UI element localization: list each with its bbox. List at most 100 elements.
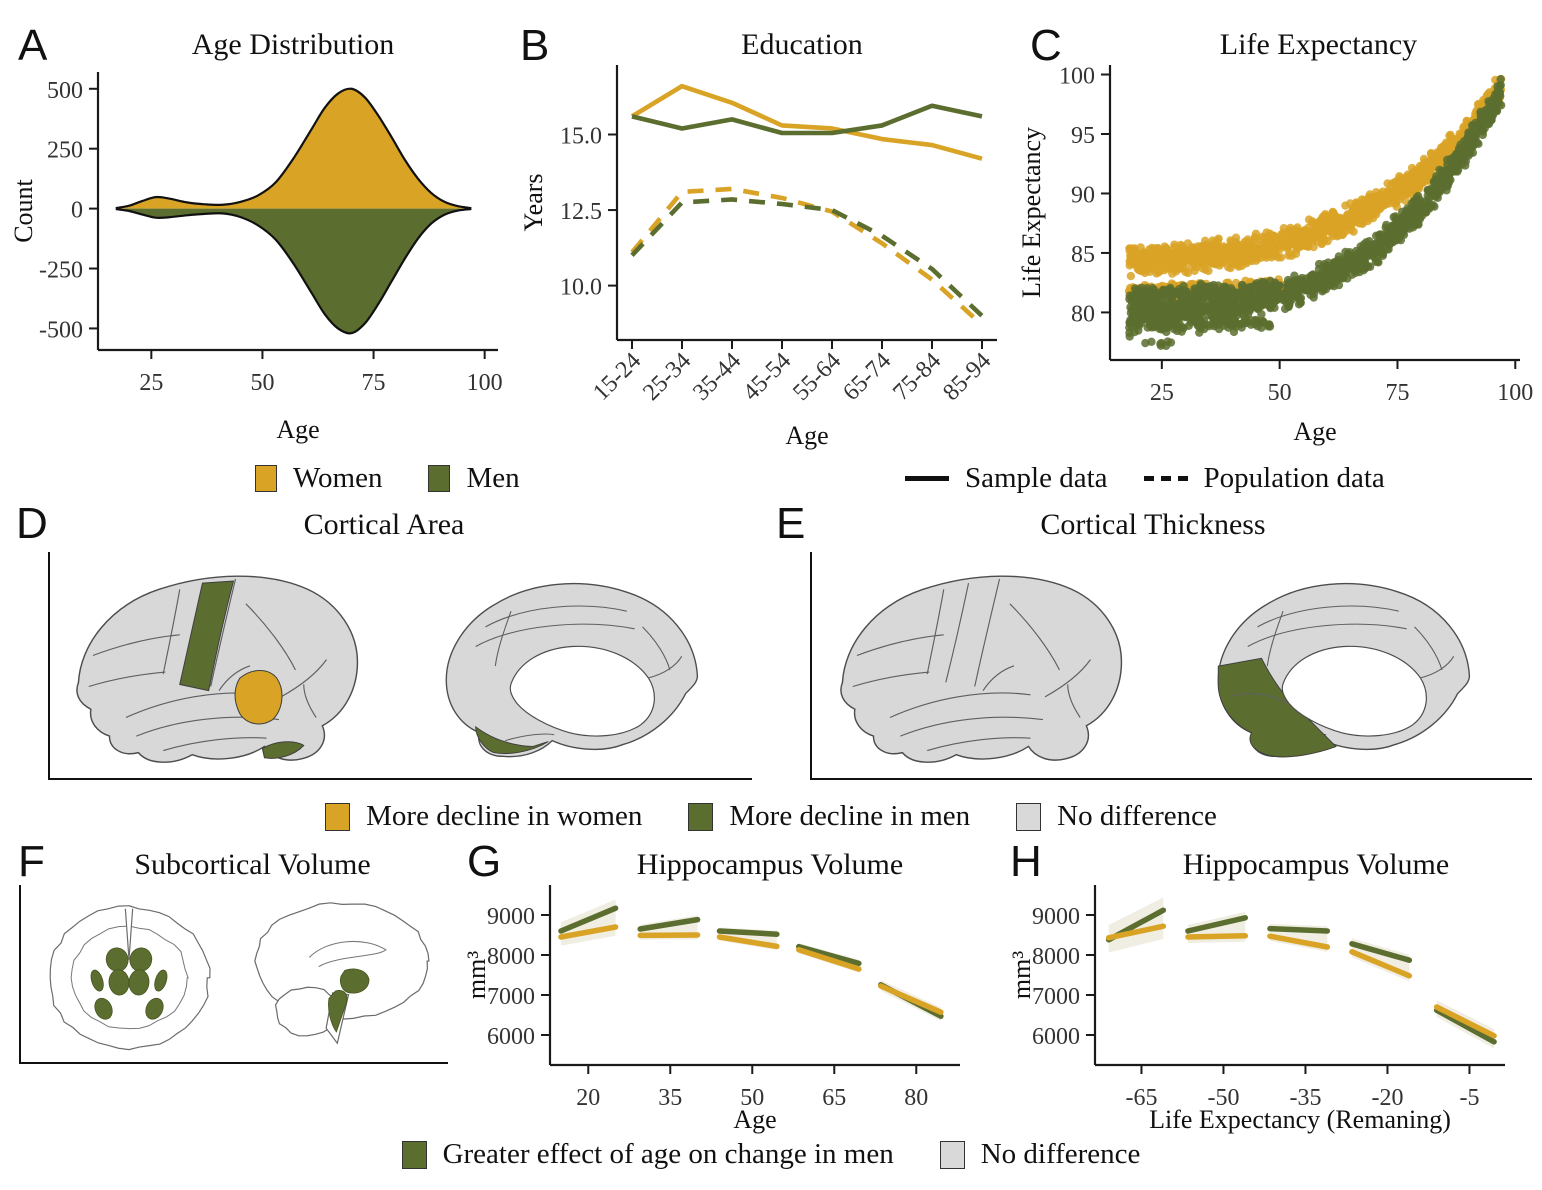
panel-education: B Education 10.0 12.5 15.0 15-24 25-34 35-44 4… [512, 10, 1012, 458]
svg-text:75-84: 75-84 [888, 348, 946, 406]
svg-text:55-64: 55-64 [788, 348, 846, 406]
cortical-thickness-medial-brain [1217, 582, 1471, 758]
decline-women-swatch [325, 802, 351, 831]
panel-letter-f: F [18, 837, 45, 886]
subcortical-axis-frame [19, 885, 448, 1064]
legend-label-effect-men: Greater effect of age on change in men [442, 1138, 894, 1170]
svg-text:25: 25 [139, 370, 163, 396]
svg-text:15.0: 15.0 [560, 124, 602, 150]
svg-text:35-44: 35-44 [688, 348, 746, 406]
lateral-highlight-supramarginal-women [234, 669, 283, 725]
svg-text:-20: -20 [1371, 1085, 1403, 1111]
legend-item-men: Men [428, 462, 520, 495]
svg-text:-5: -5 [1459, 1085, 1479, 1111]
legend-item-more-decline-women: More decline in women [325, 800, 642, 833]
legend-label-sample-data: Sample data [965, 462, 1108, 494]
svg-text:250: 250 [47, 138, 83, 164]
panel-cortical-thickness: E Cortical Thickness [768, 500, 1538, 796]
no-difference-swatch [1016, 802, 1042, 831]
legend-label-effect-no-difference: No difference [980, 1138, 1141, 1170]
svg-text:95: 95 [1071, 123, 1095, 149]
legend-decline: More decline in women More decline in me… [0, 800, 1542, 833]
svg-text:65: 65 [822, 1085, 846, 1111]
legend-label-women: Women [293, 462, 383, 494]
svg-text:9000: 9000 [1032, 904, 1080, 930]
lateral-highlight-inferior-temporal-men [261, 741, 305, 759]
panel-title-cortical-area: Cortical Area [303, 508, 465, 541]
legend-item-no-difference: No difference [1016, 800, 1217, 833]
legend-label-population-data: Population data [1203, 462, 1385, 494]
legend-linetype: Sample data Population data [905, 462, 1385, 495]
cortical-thickness-axis-frame [810, 552, 1532, 780]
svg-text:10.0: 10.0 [560, 275, 602, 301]
svg-text:Life Expectancy: Life Expectancy [1017, 127, 1046, 298]
svg-text:Count: Count [9, 178, 38, 242]
legend-item-population-data: Population data [1143, 462, 1385, 495]
life-expectancy-chart: 80 85 90 95 100 25 50 75 100 Age Life Expectancy [1017, 64, 1533, 446]
legend-item-women: Women [255, 462, 382, 495]
legend-label-more-decline-women: More decline in women [366, 800, 643, 832]
svg-text:100: 100 [1497, 380, 1533, 406]
hippocampus-volume-le-chart: 6000 7000 8000 9000 -65 -50 -35 -20 -5 Life Expec… [1007, 885, 1505, 1134]
svg-text:mm³: mm³ [1007, 951, 1036, 999]
lateral-highlight-precentral-men [179, 580, 235, 692]
svg-text:25: 25 [1150, 380, 1174, 406]
svg-text:Age: Age [733, 1105, 776, 1134]
panel-letter-d: D [16, 499, 48, 548]
cortical-area-lateral-brain [76, 575, 359, 763]
panel-letter-c: C [1030, 21, 1062, 70]
panel-title-education: Education [741, 28, 863, 61]
svg-text:50: 50 [250, 370, 274, 396]
svg-text:8000: 8000 [1032, 944, 1080, 970]
svg-text:Age: Age [1293, 417, 1336, 446]
solid-line-swatch [905, 476, 949, 481]
legend-label-men: Men [466, 462, 520, 494]
sagittal-brain-slice [254, 902, 430, 1045]
panel-age-distribution: A Age Distribution -500 -250 0 250 500 25 50 75… [8, 10, 508, 458]
panel-letter-g: G [467, 837, 502, 886]
panel-letter-b: B [520, 21, 550, 70]
svg-text:100: 100 [1059, 64, 1095, 90]
svg-text:75: 75 [1385, 380, 1409, 406]
svg-text:25-34: 25-34 [638, 348, 696, 406]
panel-title-life-expectancy: Life Expectancy [1219, 28, 1418, 61]
svg-text:80: 80 [1071, 301, 1095, 327]
legend-item-effect-no-difference: No difference [939, 1138, 1141, 1171]
effect-men-swatch [401, 1140, 427, 1169]
svg-text:-250: -250 [39, 258, 83, 284]
svg-text:500: 500 [47, 78, 83, 104]
panel-letter-a: A [18, 21, 48, 70]
coronal-brain-slice [49, 905, 211, 1051]
panel-subcortical-volume: F Subcortical Volume [10, 840, 455, 1130]
svg-text:35: 35 [658, 1085, 682, 1111]
svg-text:-500: -500 [39, 317, 83, 343]
panel-letter-e: E [776, 499, 806, 548]
svg-text:65-74: 65-74 [838, 348, 896, 406]
svg-text:20: 20 [576, 1085, 600, 1111]
svg-text:Age: Age [785, 421, 828, 450]
svg-text:8000: 8000 [487, 944, 535, 970]
dashed-line-swatch [1143, 476, 1188, 481]
svg-text:85-94: 85-94 [938, 348, 996, 406]
svg-text:Life Expectancy (Remaning): Life Expectancy (Remaning) [1149, 1105, 1451, 1134]
legend-label-no-difference: No difference [1057, 800, 1217, 832]
legend-item-sample-data: Sample data [905, 462, 1108, 495]
svg-text:12.5: 12.5 [560, 199, 602, 225]
men-color-swatch [428, 465, 451, 492]
legend-item-more-decline-men: More decline in men [688, 800, 970, 833]
svg-text:15-24: 15-24 [588, 348, 646, 406]
svg-text:-35: -35 [1289, 1085, 1321, 1111]
panel-title-cortical-thickness: Cortical Thickness [1040, 508, 1266, 541]
svg-text:Age: Age [276, 415, 319, 444]
panel-life-expectancy: C Life Expectancy 80 85 90 95 100 25 50 75 100 Ag… [1015, 10, 1542, 458]
svg-text:9000: 9000 [487, 904, 535, 930]
svg-text:Years: Years [519, 173, 548, 231]
svg-text:90: 90 [1071, 182, 1095, 208]
panel-cortical-area: D Cortical Area [8, 500, 760, 796]
panel-hippocampus-volume-age: G Hippocampus Volume 6000 7000 8000 9000 20 3… [455, 840, 995, 1140]
cortical-area-axis-frame [48, 552, 752, 780]
decline-men-swatch [688, 802, 714, 831]
svg-text:45-54: 45-54 [738, 348, 796, 406]
age-distribution-chart: -500 -250 0 250 500 25 50 75 100 Age Count [9, 72, 503, 444]
